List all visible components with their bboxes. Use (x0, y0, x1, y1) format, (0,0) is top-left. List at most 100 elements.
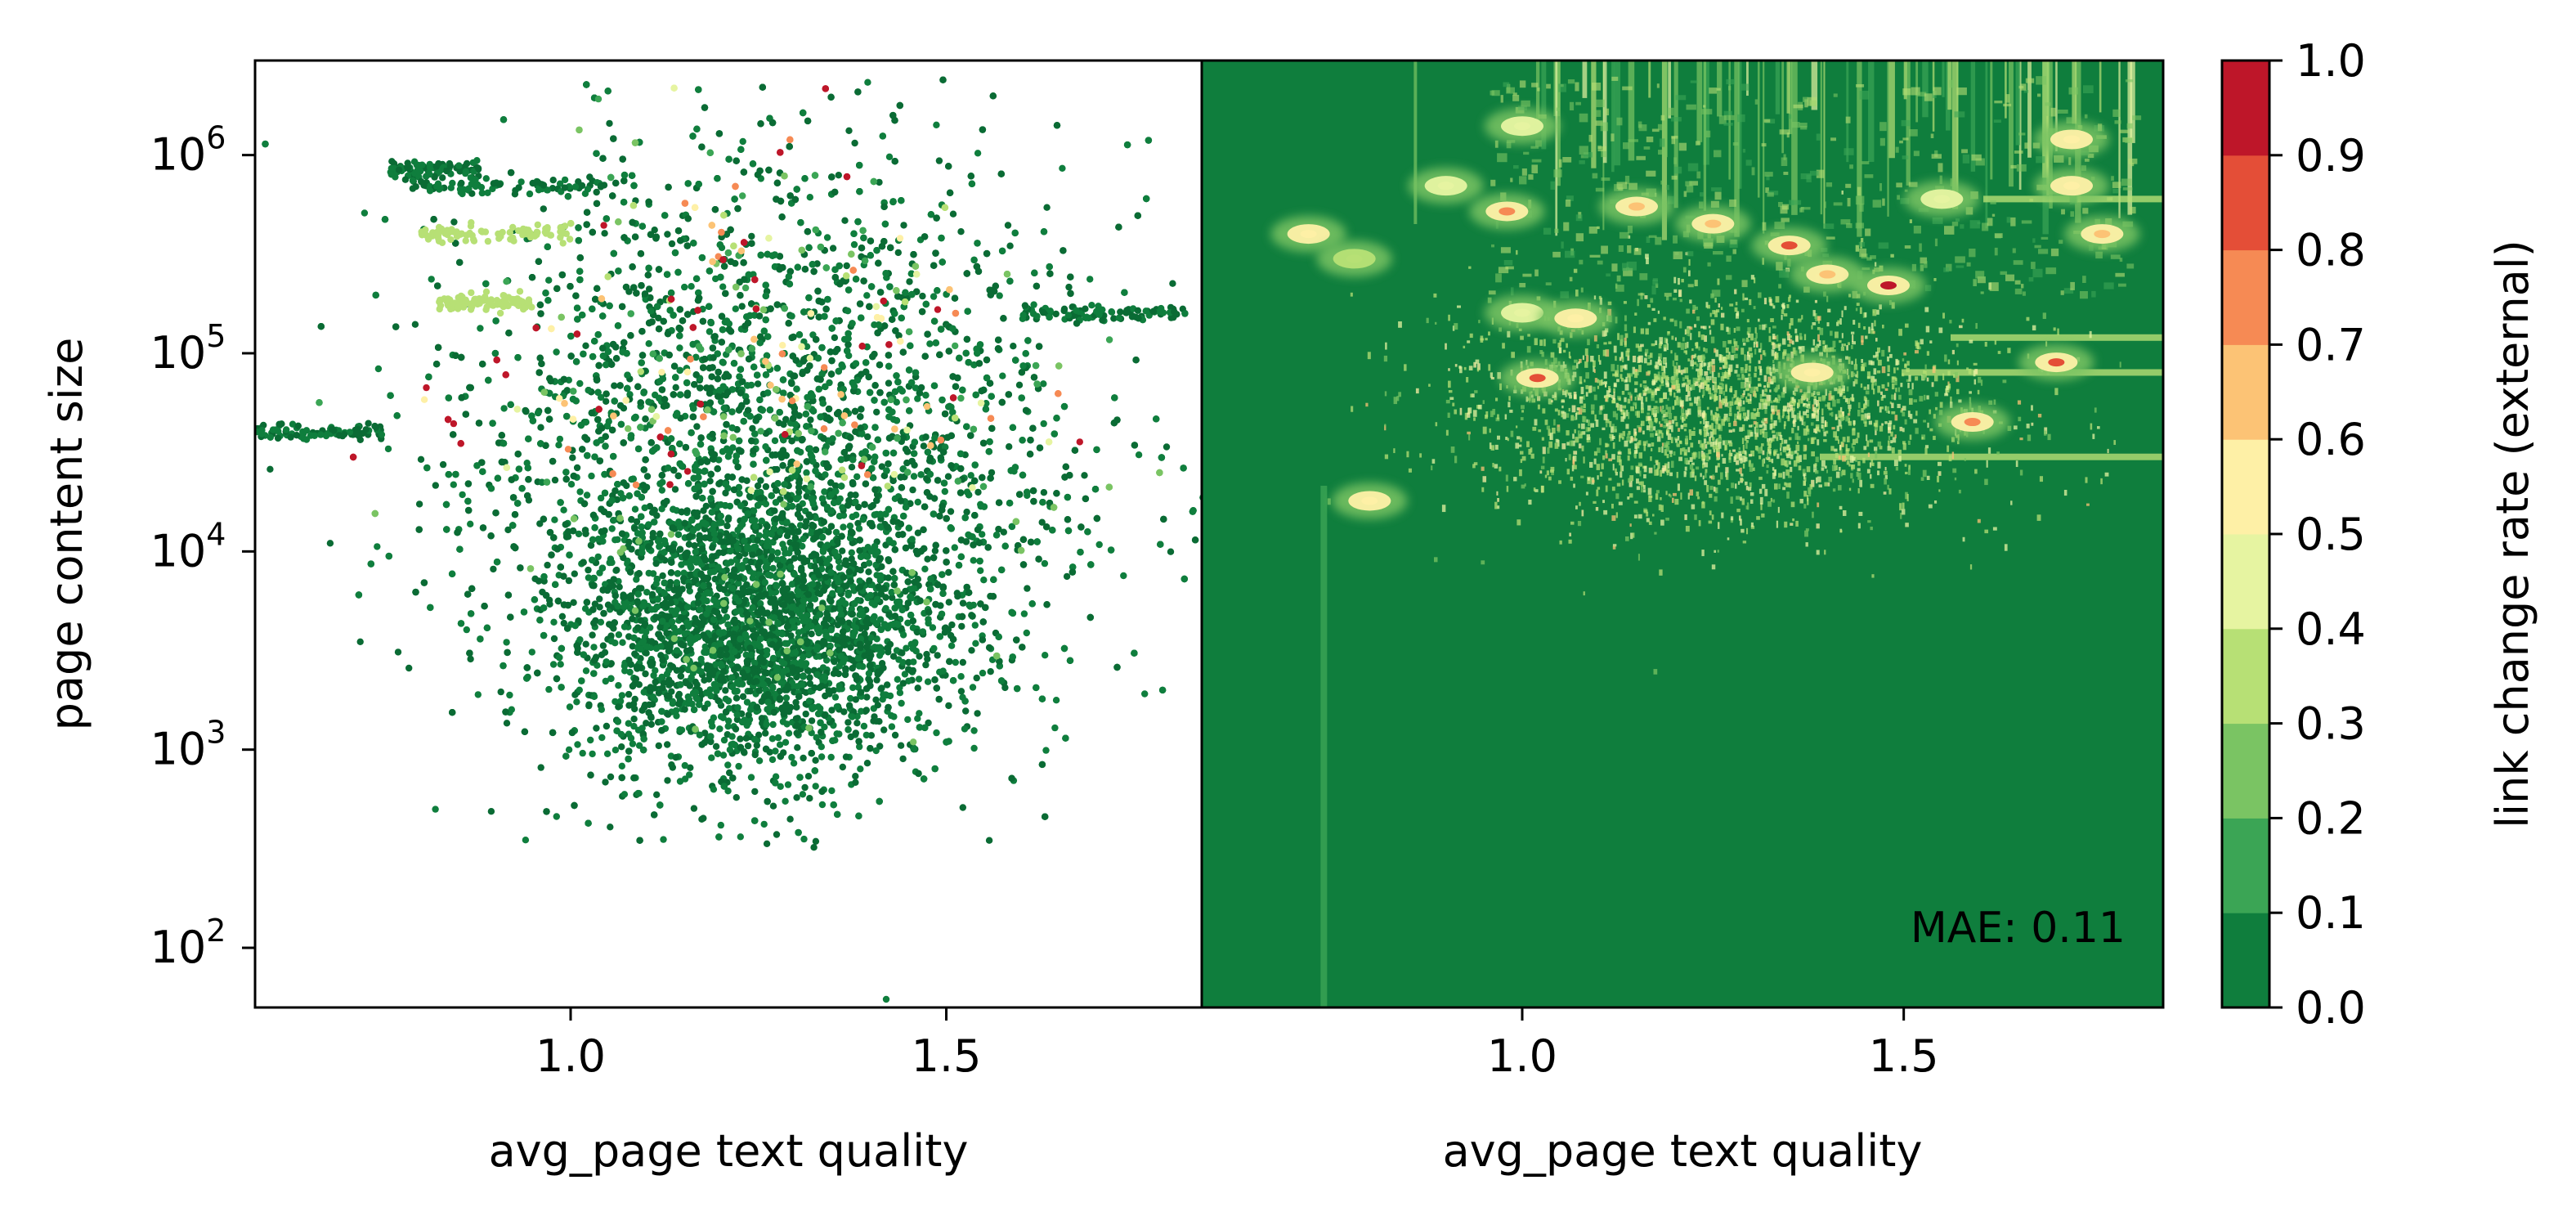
scatter-point (553, 813, 560, 820)
scatter-point (867, 634, 875, 641)
scatter-point (898, 699, 905, 707)
scatter-point (831, 605, 838, 612)
scatter-point (787, 632, 795, 639)
scatter-point (847, 694, 854, 702)
scatter-point (663, 497, 670, 505)
scatter-point (685, 541, 693, 548)
scatter-point (781, 545, 788, 553)
scatter-point (757, 477, 764, 484)
scatter-point (668, 680, 675, 687)
scatter-point (852, 729, 860, 737)
scatter-point (726, 769, 733, 777)
scatter-point (773, 582, 780, 590)
scatter-point (474, 164, 482, 172)
scatter-point (446, 162, 454, 169)
scatter-point (591, 656, 599, 663)
scatter-point (970, 727, 978, 734)
scatter-point (885, 611, 893, 619)
scatter-point (1167, 548, 1175, 555)
scatter-point (1024, 585, 1031, 592)
scatter-point (771, 507, 778, 514)
scatter-point (1040, 420, 1047, 428)
scatter-point (534, 178, 541, 186)
scatter-point (1082, 305, 1089, 312)
scatter-point (894, 675, 902, 683)
scatter-point (615, 682, 622, 689)
scatter-point (833, 703, 840, 711)
scatter-point (829, 590, 836, 597)
scatter-point (794, 744, 801, 752)
scatter-point (599, 642, 607, 649)
scatter-point (723, 651, 730, 658)
scatter-point (1040, 380, 1047, 388)
scatter-point (696, 532, 703, 539)
scatter-point (732, 595, 739, 602)
scatter-point (1023, 629, 1031, 637)
scatter-point (800, 754, 807, 762)
scatter-point (794, 683, 801, 690)
scatter-point (821, 723, 828, 731)
scatter-point (837, 617, 845, 625)
scatter-point (739, 669, 746, 676)
scatter-point (712, 661, 719, 668)
scatter-point (708, 509, 715, 516)
scatter-point (763, 647, 771, 654)
scatter-point (839, 763, 847, 771)
scatter-point (822, 471, 829, 478)
scatter-point (283, 426, 290, 433)
scatter-point (773, 831, 781, 838)
scatter-point (806, 194, 813, 201)
scatter-point (719, 752, 728, 759)
scatter-point (1051, 724, 1059, 732)
scatter-point (910, 658, 917, 666)
scatter-point (974, 150, 982, 157)
scatter-point (672, 384, 679, 391)
scatter-point (631, 695, 638, 703)
scatter-point (593, 188, 600, 196)
scatter-point (897, 742, 905, 749)
scatter-point (642, 670, 649, 678)
scatter-point (835, 670, 843, 678)
scatter-point (526, 190, 534, 198)
scatter-point (1134, 307, 1142, 314)
scatter-point (710, 786, 718, 793)
scatter-point (697, 606, 704, 613)
scatter-point (258, 426, 266, 434)
scatter-point (638, 707, 646, 714)
scatter-point (690, 805, 698, 812)
scatter-point (1004, 222, 1012, 229)
scatter-point (819, 664, 827, 671)
scatter-point (613, 566, 620, 574)
scatter-point (755, 687, 763, 694)
scatter-point (722, 687, 729, 694)
scatter-point (482, 175, 490, 182)
scatter-point (637, 617, 644, 624)
scatter-point (1135, 451, 1143, 459)
scatter-point (1141, 690, 1149, 698)
scatter-point (926, 340, 934, 348)
scatter-point (1081, 472, 1088, 479)
scatter-point (977, 567, 984, 574)
scatter-point (1108, 308, 1116, 316)
scatter-point (815, 629, 823, 636)
scatter-point (1006, 443, 1013, 451)
scatter-point (578, 182, 586, 190)
scatter-point (800, 673, 807, 680)
scatter-point (799, 791, 807, 798)
scatter-point (608, 525, 616, 532)
scatter-point (853, 720, 861, 727)
scatter-point (522, 836, 530, 844)
scatter-point (687, 764, 694, 771)
scatter-point (643, 473, 652, 480)
scatter-point (820, 652, 828, 659)
scatter-point (827, 753, 835, 761)
scatter-point (1042, 652, 1049, 659)
scatter-point (660, 836, 667, 843)
scatter-point (656, 634, 664, 641)
scatter-point (944, 473, 952, 480)
scatter-point (655, 689, 663, 697)
scatter-point (701, 704, 708, 712)
scatter-point (660, 679, 667, 687)
scatter-point (713, 608, 720, 616)
scatter-point (668, 240, 676, 248)
